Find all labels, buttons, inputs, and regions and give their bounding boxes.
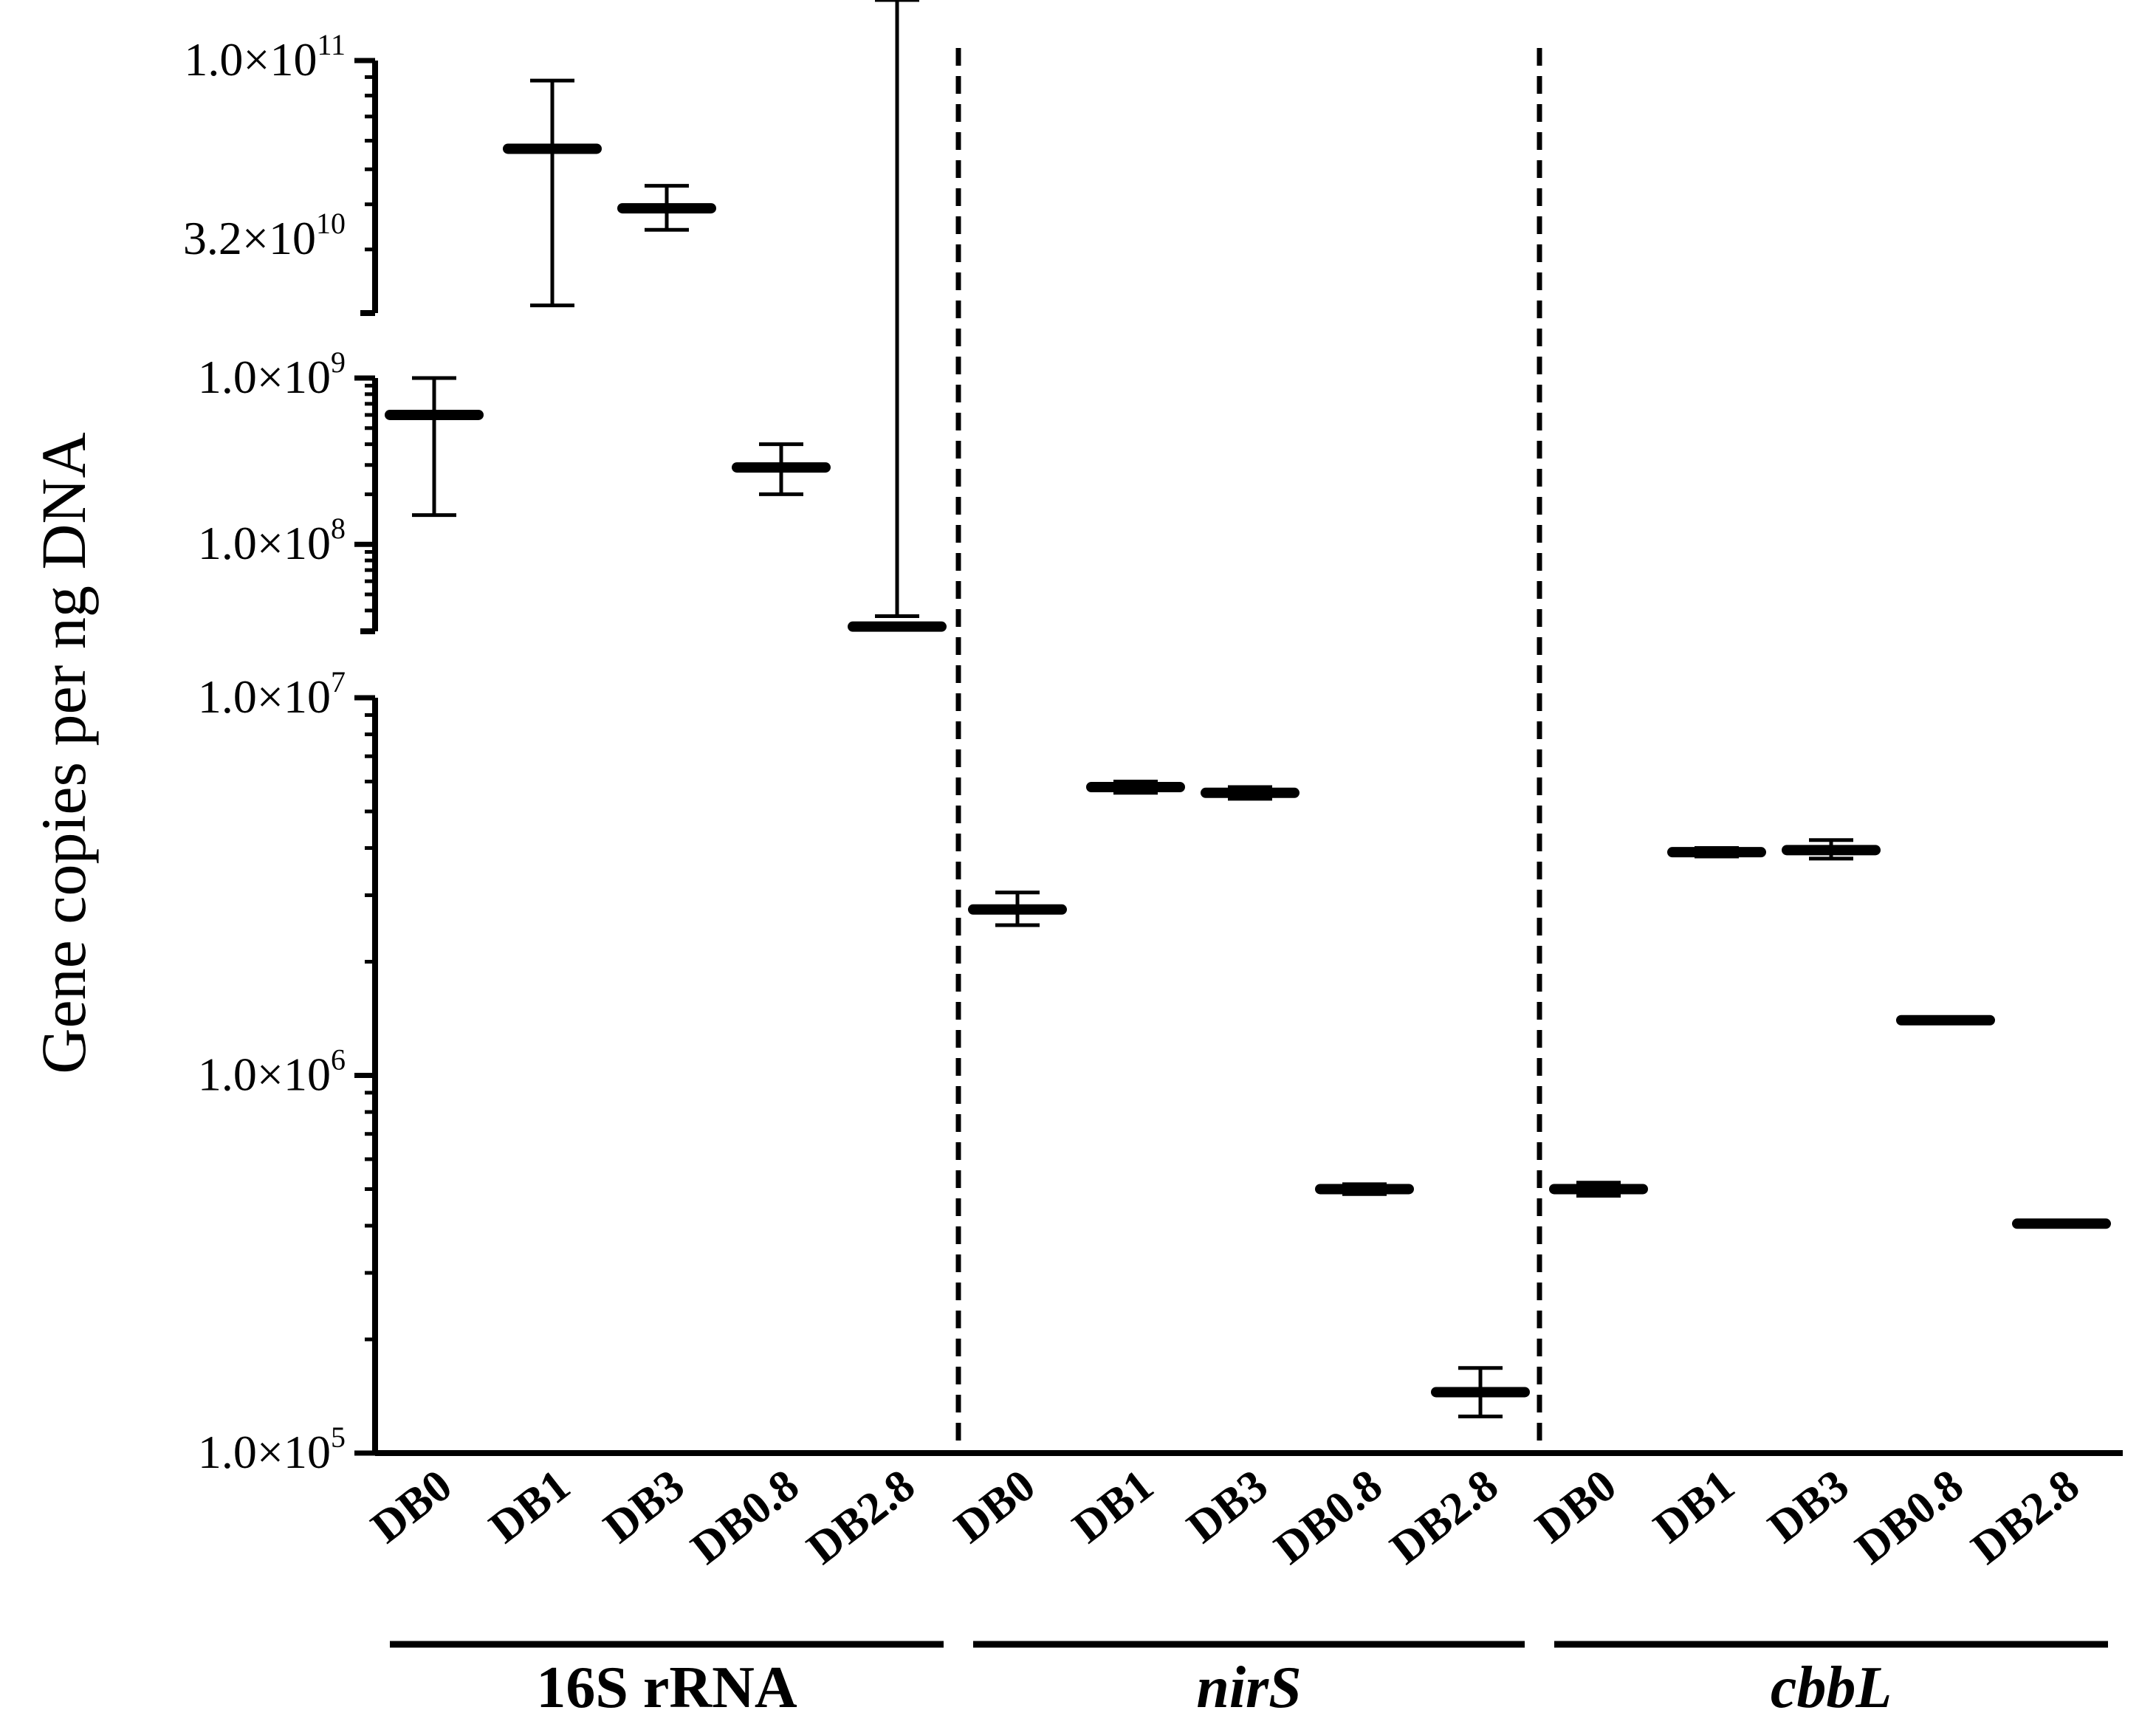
y-tick-labels: 1.0×105 1.0×106 1.0×107 1.0×108 1.0×109 3.2×1… xyxy=(183,28,346,1478)
group-labels: 16S rRNA nirS cbbL xyxy=(390,1641,2108,1720)
y-tick-label: 3.2×1010 xyxy=(183,207,346,264)
x-tick-label: DB0.8 xyxy=(1847,1460,1973,1573)
y-tick-label: 1.0×108 xyxy=(198,512,346,569)
x-tick-label: DB0 xyxy=(362,1460,461,1553)
group-label: cbbL xyxy=(1771,1655,1892,1720)
group-label: 16S rRNA xyxy=(536,1655,797,1720)
y-axis-label: Gene copies per ng DNA xyxy=(28,432,99,1074)
y-tick-label: 1.0×105 xyxy=(198,1421,346,1478)
x-tick-label: DB1 xyxy=(1063,1460,1162,1553)
x-tick-label: DB1 xyxy=(480,1460,579,1553)
group-dividers xyxy=(955,48,1542,1453)
x-tick-label: DB2.8 xyxy=(1963,1460,2089,1573)
x-tick-label: DB0.8 xyxy=(682,1460,808,1573)
x-tick-label: DB2.8 xyxy=(1381,1460,1508,1573)
x-tick-label: DB0 xyxy=(1526,1460,1625,1553)
x-tick-label: DB0 xyxy=(945,1460,1044,1553)
x-tick-label: DB3 xyxy=(594,1460,693,1553)
y-axis xyxy=(354,58,2123,1456)
x-tick-label: DB3 xyxy=(1759,1460,1858,1553)
x-tick-label: DB1 xyxy=(1644,1460,1743,1553)
y-tick-label: 1.0×106 xyxy=(198,1043,346,1101)
group-label: nirS xyxy=(1196,1655,1301,1720)
x-tick-label: DB0.8 xyxy=(1266,1460,1392,1573)
y-tick-label: 1.0×1011 xyxy=(184,28,346,86)
x-tick-label: DB3 xyxy=(1178,1460,1277,1553)
x-tick-label: DB2.8 xyxy=(798,1460,924,1573)
y-tick-label: 1.0×109 xyxy=(198,346,346,403)
y-tick-label: 1.0×107 xyxy=(198,665,346,723)
data-marks xyxy=(385,0,2111,1418)
